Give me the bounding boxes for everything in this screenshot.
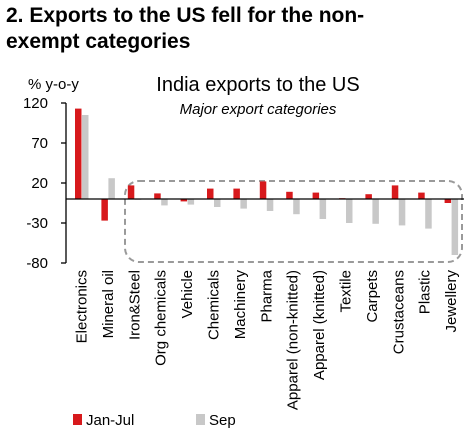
x-tick-label: Jewellery — [443, 270, 460, 333]
x-tick-label: Mineral oil — [100, 270, 117, 338]
x-tick-label: Org chemicals — [153, 270, 170, 366]
y-tick-label: -80 — [26, 255, 48, 272]
bar-jan-jul-4 — [180, 199, 188, 202]
bar-sep-9 — [319, 199, 327, 219]
plot-area: 120 70 20 -30 -80 Electronics Mineral oil Iron&… — [23, 95, 464, 429]
x-tick-label: Apparel (non-knitted) — [285, 270, 302, 410]
bar-jan-jul-1 — [101, 199, 108, 221]
x-tick-label: Crustaceans — [390, 270, 407, 354]
bar-sep-6 — [240, 199, 247, 209]
x-tick-label: Chemicals — [206, 270, 223, 340]
bar-jan-jul-7 — [259, 181, 267, 199]
legend-label-sep: Sep — [209, 412, 236, 429]
x-tick-label: Apparel (knitted) — [311, 270, 328, 380]
y-tick-label: 20 — [31, 175, 48, 192]
y-tick-label: -30 — [26, 215, 48, 232]
bar-sep-3 — [161, 199, 168, 206]
x-tick-label: Textile — [338, 270, 355, 313]
heading-line-2: exempt categories — [6, 30, 191, 53]
bar-jan-jul-13 — [418, 192, 425, 199]
x-tick-label: Plastic — [417, 270, 434, 315]
chart-heading: 2. Exports to the US fell for the non- e… — [6, 3, 466, 55]
x-tick-label: Electronics — [74, 270, 91, 343]
x-tick-label: Machinery — [232, 270, 249, 340]
chart-subtitle: Major export categories — [180, 101, 337, 118]
bar-jan-jul-6 — [233, 188, 240, 199]
heading-line-1: 2. Exports to the US fell for the non- — [6, 4, 365, 27]
bar-jan-jul-14 — [444, 199, 452, 203]
bar-jan-jul-5 — [207, 188, 214, 199]
y-tick-label: 120 — [23, 95, 48, 112]
highlight-dashed-box — [124, 180, 463, 263]
bar-jan-jul-8 — [286, 191, 293, 199]
bar-jan-jul-2 — [127, 185, 135, 199]
bar-sep-0 — [82, 115, 89, 199]
legend-swatch-sep — [196, 414, 205, 425]
bar-jan-jul-12 — [391, 185, 399, 199]
bar-sep-10 — [346, 199, 353, 223]
y-tick-label: 70 — [31, 135, 48, 152]
bar-sep-12 — [398, 199, 406, 226]
x-tick-label: Pharma — [258, 269, 275, 322]
bar-sep-11 — [372, 199, 379, 224]
legend-swatch-jan-jul — [73, 414, 82, 425]
x-tick-label: Iron&Steel — [126, 270, 143, 340]
bar-jan-jul-3 — [154, 193, 161, 199]
bar-jan-jul-0 — [75, 108, 82, 199]
x-tick-label: Vehicle — [179, 270, 196, 318]
bar-sep-5 — [214, 199, 221, 207]
bar-sep-13 — [425, 199, 432, 229]
x-tick-label: Carpets — [364, 270, 381, 323]
legend-label-jan-jul: Jan-Jul — [86, 412, 134, 429]
bar-sep-1 — [108, 178, 115, 199]
bar-sep-8 — [293, 199, 300, 215]
bar-jan-jul-9 — [312, 192, 320, 199]
bar-sep-4 — [187, 199, 195, 205]
bar-sep-7 — [266, 199, 274, 211]
chart-title: India exports to the US — [156, 74, 359, 96]
bar-sep-14 — [451, 199, 459, 255]
y-axis-label: % y-o-y — [28, 76, 79, 93]
bar-jan-jul-11 — [365, 194, 372, 199]
